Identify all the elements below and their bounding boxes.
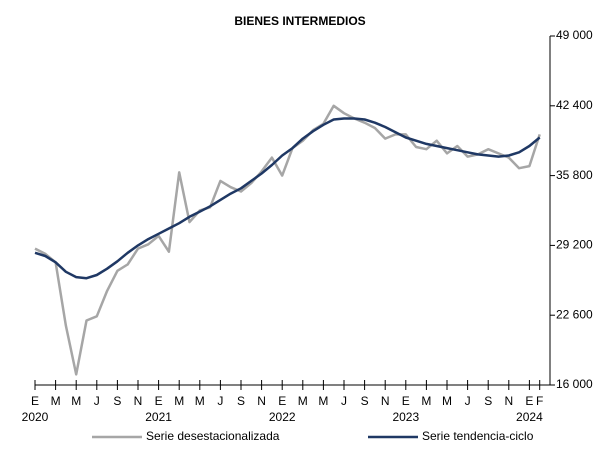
- x-tick-label: E: [402, 394, 410, 408]
- x-tick-label: N: [257, 394, 266, 408]
- x-tick-label: M: [442, 394, 452, 408]
- x-tick-label: F: [536, 394, 543, 408]
- legend-label: Serie tendencia-ciclo: [422, 429, 534, 443]
- x-tick-label: M: [298, 394, 308, 408]
- chart-title: BIENES INTERMEDIOS: [234, 14, 365, 28]
- x-tick-label: J: [217, 394, 223, 408]
- x-tick-label: M: [195, 394, 205, 408]
- series-line: [34, 117, 541, 280]
- x-tick-label: M: [318, 394, 328, 408]
- x-tick-label: S: [484, 394, 492, 408]
- x-tick-label: J: [94, 394, 100, 408]
- x-tick-label: J: [341, 394, 347, 408]
- x-tick-label: M: [51, 394, 61, 408]
- x-tick-label: S: [113, 394, 121, 408]
- x-tick-label: J: [465, 394, 471, 408]
- x-tick-label: S: [361, 394, 369, 408]
- year-label: 2024: [516, 410, 543, 424]
- x-tick-label: S: [237, 394, 245, 408]
- year-label: 2022: [269, 410, 296, 424]
- x-tick-label: M: [71, 394, 81, 408]
- x-tick-label: M: [421, 394, 431, 408]
- y-tick-label: 22 600: [556, 307, 593, 321]
- x-tick-label: M: [174, 394, 184, 408]
- series-line: [34, 104, 541, 376]
- x-tick-label: N: [381, 394, 390, 408]
- x-tick-label: N: [134, 394, 143, 408]
- x-tick-label: E: [155, 394, 163, 408]
- x-tick-label: N: [504, 394, 513, 408]
- y-tick-label: 16 000: [556, 377, 593, 391]
- x-tick-label: E: [525, 394, 533, 408]
- y-tick-label: 42 400: [556, 98, 593, 112]
- year-label: 2021: [145, 410, 172, 424]
- x-tick-label: E: [31, 394, 39, 408]
- x-tick-label: E: [278, 394, 286, 408]
- year-label: 2020: [22, 410, 49, 424]
- y-tick-label: 49 000: [556, 28, 593, 42]
- legend-label: Serie desestacionalizada: [146, 429, 280, 443]
- year-label: 2023: [392, 410, 419, 424]
- y-tick-label: 35 800: [556, 168, 593, 182]
- y-tick-label: 29 200: [556, 238, 593, 252]
